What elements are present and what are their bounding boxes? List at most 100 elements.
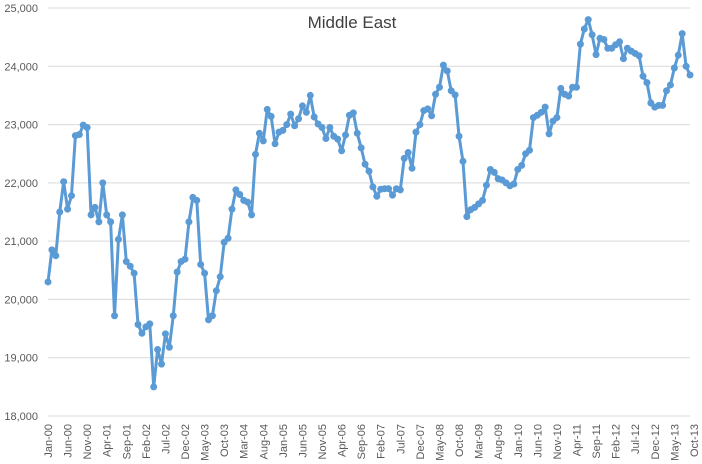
y-tick-label: 25,000 xyxy=(4,3,38,15)
y-axis-tick-labels: 18,000 19,000 20,000 21,000 22,000 23,000 24,0… xyxy=(4,3,38,423)
data-point xyxy=(95,218,103,226)
y-tick-label: 22,000 xyxy=(4,178,38,190)
data-point xyxy=(553,114,561,122)
data-point xyxy=(185,218,193,226)
data-point xyxy=(295,115,303,123)
data-point xyxy=(216,273,224,281)
data-point xyxy=(60,178,68,186)
data-point xyxy=(490,168,498,176)
data-point xyxy=(647,99,655,107)
x-tick-label: Feb-12 xyxy=(611,424,623,459)
data-point xyxy=(338,147,346,155)
data-point xyxy=(600,35,608,43)
data-point xyxy=(526,146,533,154)
data-point xyxy=(396,186,404,194)
data-point xyxy=(361,160,369,168)
data-point xyxy=(404,149,412,157)
data-point xyxy=(557,84,565,92)
data-point xyxy=(373,192,381,200)
data-point xyxy=(365,167,373,175)
x-tick-label: Apr-01 xyxy=(102,424,114,457)
data-point xyxy=(165,343,173,351)
data-point xyxy=(537,108,545,116)
data-point xyxy=(639,72,647,80)
data-point xyxy=(635,52,643,60)
x-tick-label: Jun-10 xyxy=(532,424,544,458)
data-point xyxy=(388,191,396,199)
x-tick-label: Nov-00 xyxy=(82,424,94,459)
data-point xyxy=(385,185,393,193)
data-point xyxy=(435,83,443,91)
data-point xyxy=(126,262,134,270)
data-point xyxy=(302,108,310,116)
data-point xyxy=(271,140,279,148)
x-tick-label: Mar-04 xyxy=(239,424,251,459)
data-point xyxy=(291,122,299,130)
data-point xyxy=(576,40,584,48)
data-point xyxy=(584,16,592,24)
data-point xyxy=(205,316,212,324)
data-point xyxy=(118,211,126,219)
data-point xyxy=(197,260,205,268)
data-point xyxy=(44,278,52,286)
data-point xyxy=(263,105,271,113)
data-point xyxy=(353,129,361,137)
data-point xyxy=(541,103,549,111)
data-point xyxy=(666,81,674,89)
data-point xyxy=(244,198,252,206)
data-point xyxy=(592,51,600,59)
x-tick-label: Nov-10 xyxy=(552,424,564,459)
x-tick-label: Dec-07 xyxy=(415,424,427,459)
data-point xyxy=(236,191,244,199)
x-tick-label: Sep-01 xyxy=(121,424,133,459)
data-point xyxy=(510,180,518,188)
data-point xyxy=(287,110,295,118)
x-tick-label: Oct-13 xyxy=(689,424,701,457)
data-point xyxy=(134,320,142,328)
data-point xyxy=(616,38,624,46)
data-point xyxy=(103,211,111,219)
x-tick-label: May-13 xyxy=(669,424,681,461)
data-point xyxy=(52,252,60,260)
data-point xyxy=(87,211,95,219)
x-tick-label: Dec-12 xyxy=(650,424,662,459)
data-point xyxy=(255,129,263,137)
data-point xyxy=(138,329,146,337)
data-point xyxy=(154,346,162,354)
data-point xyxy=(326,123,334,131)
data-point xyxy=(161,330,169,338)
data-point xyxy=(432,90,440,98)
x-tick-label: Apr-11 xyxy=(571,424,583,456)
data-point xyxy=(158,360,166,368)
data-point xyxy=(439,61,447,69)
x-tick-label: Nov-05 xyxy=(317,424,329,459)
series-markers xyxy=(44,16,694,391)
data-point xyxy=(514,165,522,173)
data-point xyxy=(572,83,580,91)
data-point xyxy=(682,62,690,70)
data-point xyxy=(201,269,209,277)
data-point xyxy=(416,121,424,129)
data-point xyxy=(447,87,455,95)
y-tick-label: 23,000 xyxy=(4,120,38,132)
data-point xyxy=(228,205,236,213)
x-tick-label: May-08 xyxy=(434,424,446,461)
data-point xyxy=(663,87,671,95)
x-tick-label: Apr-06 xyxy=(337,424,349,457)
x-tick-label: May-03 xyxy=(200,424,212,461)
data-point xyxy=(451,91,459,99)
x-tick-label: Feb-02 xyxy=(141,424,153,459)
x-tick-label: Jan-05 xyxy=(278,424,290,458)
data-point xyxy=(459,157,467,165)
data-point xyxy=(588,31,596,39)
chart-title: Middle East xyxy=(308,13,397,32)
data-point xyxy=(181,255,189,263)
x-tick-label: Jan-10 xyxy=(513,424,525,458)
x-tick-label: Jul-12 xyxy=(630,424,642,454)
x-tick-label: Dec-02 xyxy=(180,424,192,459)
data-point xyxy=(580,25,588,33)
data-point xyxy=(659,101,667,109)
data-point xyxy=(322,135,330,143)
